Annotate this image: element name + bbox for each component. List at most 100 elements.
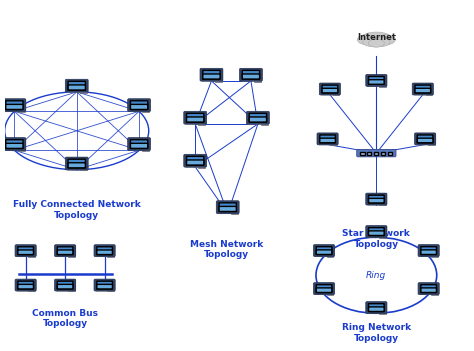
FancyBboxPatch shape <box>57 247 73 254</box>
FancyBboxPatch shape <box>366 74 387 86</box>
FancyBboxPatch shape <box>414 94 431 95</box>
FancyBboxPatch shape <box>17 255 34 257</box>
FancyBboxPatch shape <box>317 133 338 145</box>
FancyBboxPatch shape <box>94 245 115 257</box>
FancyBboxPatch shape <box>367 152 372 155</box>
FancyBboxPatch shape <box>129 149 147 151</box>
FancyBboxPatch shape <box>94 279 115 291</box>
FancyBboxPatch shape <box>18 138 25 151</box>
FancyBboxPatch shape <box>415 133 436 145</box>
FancyBboxPatch shape <box>246 111 269 124</box>
FancyBboxPatch shape <box>130 104 148 110</box>
FancyBboxPatch shape <box>57 250 73 254</box>
FancyBboxPatch shape <box>6 101 23 110</box>
FancyBboxPatch shape <box>231 201 238 214</box>
FancyBboxPatch shape <box>415 88 430 93</box>
FancyBboxPatch shape <box>67 91 85 92</box>
FancyBboxPatch shape <box>313 283 335 294</box>
FancyBboxPatch shape <box>65 79 88 92</box>
FancyBboxPatch shape <box>239 68 263 81</box>
FancyBboxPatch shape <box>366 193 387 205</box>
FancyBboxPatch shape <box>97 250 112 254</box>
FancyBboxPatch shape <box>55 279 76 291</box>
FancyBboxPatch shape <box>96 290 112 291</box>
FancyBboxPatch shape <box>369 195 384 203</box>
Ellipse shape <box>378 35 395 45</box>
FancyBboxPatch shape <box>249 113 266 122</box>
FancyBboxPatch shape <box>415 85 430 93</box>
FancyBboxPatch shape <box>368 236 384 238</box>
FancyBboxPatch shape <box>68 159 85 168</box>
FancyBboxPatch shape <box>130 143 148 148</box>
Ellipse shape <box>363 38 380 47</box>
FancyBboxPatch shape <box>420 293 437 295</box>
FancyBboxPatch shape <box>316 247 332 254</box>
FancyBboxPatch shape <box>431 283 438 295</box>
FancyBboxPatch shape <box>366 226 387 238</box>
FancyBboxPatch shape <box>202 80 220 81</box>
FancyBboxPatch shape <box>322 85 337 93</box>
FancyBboxPatch shape <box>428 133 435 145</box>
FancyBboxPatch shape <box>316 288 332 292</box>
FancyBboxPatch shape <box>421 247 437 254</box>
FancyBboxPatch shape <box>242 74 260 79</box>
FancyBboxPatch shape <box>369 304 384 311</box>
FancyBboxPatch shape <box>68 85 85 90</box>
FancyBboxPatch shape <box>357 150 396 157</box>
FancyBboxPatch shape <box>421 285 437 292</box>
FancyBboxPatch shape <box>320 135 336 143</box>
FancyBboxPatch shape <box>313 245 335 257</box>
FancyBboxPatch shape <box>249 117 266 122</box>
FancyBboxPatch shape <box>56 290 73 291</box>
FancyBboxPatch shape <box>68 245 74 257</box>
FancyBboxPatch shape <box>418 245 439 257</box>
FancyBboxPatch shape <box>316 250 332 254</box>
FancyBboxPatch shape <box>6 140 23 148</box>
FancyBboxPatch shape <box>108 245 114 257</box>
FancyBboxPatch shape <box>421 250 437 254</box>
FancyBboxPatch shape <box>186 166 204 167</box>
FancyBboxPatch shape <box>18 99 25 112</box>
FancyBboxPatch shape <box>56 255 73 257</box>
FancyBboxPatch shape <box>315 293 332 295</box>
FancyBboxPatch shape <box>369 228 384 236</box>
FancyBboxPatch shape <box>360 152 365 155</box>
FancyBboxPatch shape <box>369 307 384 311</box>
FancyBboxPatch shape <box>369 198 384 203</box>
FancyBboxPatch shape <box>68 81 85 90</box>
FancyBboxPatch shape <box>215 68 222 82</box>
FancyBboxPatch shape <box>3 99 26 112</box>
FancyBboxPatch shape <box>219 203 237 212</box>
FancyBboxPatch shape <box>431 245 438 257</box>
FancyBboxPatch shape <box>57 281 73 289</box>
FancyBboxPatch shape <box>55 245 76 257</box>
FancyBboxPatch shape <box>369 231 384 236</box>
FancyBboxPatch shape <box>6 104 23 110</box>
FancyBboxPatch shape <box>203 74 220 79</box>
FancyBboxPatch shape <box>421 288 437 292</box>
FancyBboxPatch shape <box>65 157 88 170</box>
Ellipse shape <box>368 39 384 47</box>
FancyBboxPatch shape <box>203 71 220 79</box>
FancyBboxPatch shape <box>388 152 392 155</box>
FancyBboxPatch shape <box>218 212 236 214</box>
FancyBboxPatch shape <box>18 284 34 289</box>
FancyBboxPatch shape <box>28 279 35 291</box>
FancyBboxPatch shape <box>130 101 148 110</box>
Text: Star Network
Topology: Star Network Topology <box>343 230 410 249</box>
FancyBboxPatch shape <box>97 284 112 289</box>
FancyBboxPatch shape <box>97 247 112 254</box>
FancyBboxPatch shape <box>330 133 337 145</box>
FancyBboxPatch shape <box>128 138 151 151</box>
FancyBboxPatch shape <box>261 112 268 125</box>
FancyBboxPatch shape <box>219 206 237 212</box>
FancyBboxPatch shape <box>198 112 205 125</box>
FancyBboxPatch shape <box>5 110 23 112</box>
Text: Common Bus
Topology: Common Bus Topology <box>32 309 98 328</box>
FancyBboxPatch shape <box>28 245 35 257</box>
FancyBboxPatch shape <box>369 77 384 84</box>
FancyBboxPatch shape <box>186 123 204 124</box>
FancyBboxPatch shape <box>321 94 338 95</box>
FancyBboxPatch shape <box>108 279 114 291</box>
FancyBboxPatch shape <box>18 281 34 289</box>
